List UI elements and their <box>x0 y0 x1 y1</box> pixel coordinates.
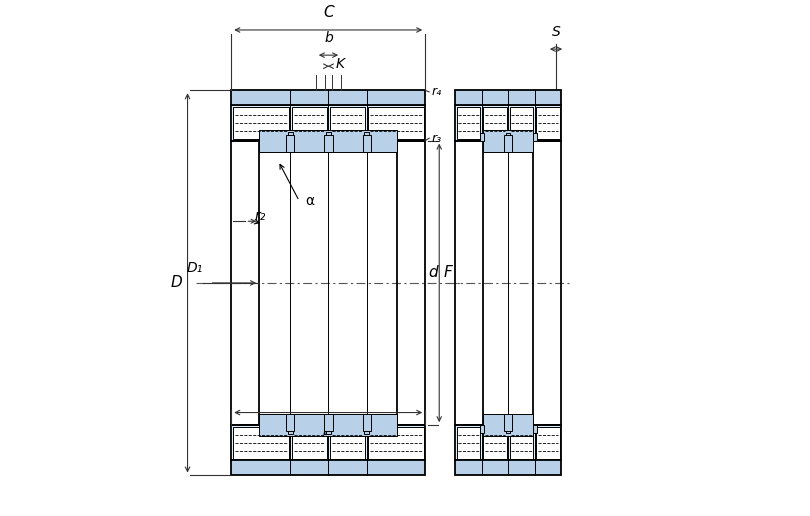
Bar <box>506 425 510 433</box>
Bar <box>536 107 560 139</box>
Bar <box>363 135 371 152</box>
Bar <box>326 425 331 434</box>
Text: b: b <box>324 31 333 45</box>
Text: B: B <box>323 423 334 438</box>
Text: r₃: r₃ <box>432 132 441 144</box>
Text: K: K <box>336 57 345 71</box>
Bar <box>484 427 507 459</box>
Bar <box>286 135 294 152</box>
Text: α: α <box>305 194 314 208</box>
Text: D: D <box>171 276 182 291</box>
Bar <box>483 414 533 436</box>
Bar <box>484 107 507 139</box>
Bar <box>480 133 484 141</box>
Bar <box>536 427 560 459</box>
Bar <box>232 425 425 460</box>
Bar <box>533 425 537 433</box>
Bar <box>483 130 533 152</box>
Text: S: S <box>552 25 561 39</box>
Bar <box>326 132 331 141</box>
Bar <box>288 425 292 434</box>
Bar <box>325 135 333 152</box>
Bar <box>363 414 371 431</box>
Text: r₂: r₂ <box>254 209 266 223</box>
Bar <box>325 414 333 431</box>
Bar <box>330 107 365 139</box>
Text: d: d <box>428 265 437 280</box>
Bar <box>533 133 537 141</box>
Bar <box>455 90 561 105</box>
Bar <box>292 427 327 459</box>
Bar <box>232 460 425 475</box>
Bar <box>506 133 510 141</box>
Bar <box>504 414 512 431</box>
Bar <box>232 105 425 141</box>
Bar <box>259 130 398 152</box>
Bar <box>455 425 561 460</box>
Text: F: F <box>443 265 452 280</box>
Bar <box>292 107 327 139</box>
Bar <box>330 427 365 459</box>
Bar <box>232 107 288 139</box>
Bar <box>457 427 480 459</box>
Bar <box>483 141 533 425</box>
Bar <box>369 107 424 139</box>
Bar <box>364 132 369 141</box>
Bar <box>259 414 398 436</box>
Bar <box>455 105 561 141</box>
Bar <box>288 132 292 141</box>
Bar <box>232 427 288 459</box>
Bar <box>259 141 398 425</box>
Bar <box>364 425 369 434</box>
Text: D₁: D₁ <box>186 262 202 276</box>
Bar <box>509 107 533 139</box>
Bar <box>232 90 425 105</box>
Bar <box>504 135 512 152</box>
Bar <box>286 414 294 431</box>
Text: r₄: r₄ <box>432 85 441 99</box>
Bar <box>369 427 424 459</box>
Text: C: C <box>323 5 334 20</box>
Bar <box>480 425 484 433</box>
Bar <box>455 460 561 475</box>
Bar <box>457 107 480 139</box>
Bar <box>509 427 533 459</box>
